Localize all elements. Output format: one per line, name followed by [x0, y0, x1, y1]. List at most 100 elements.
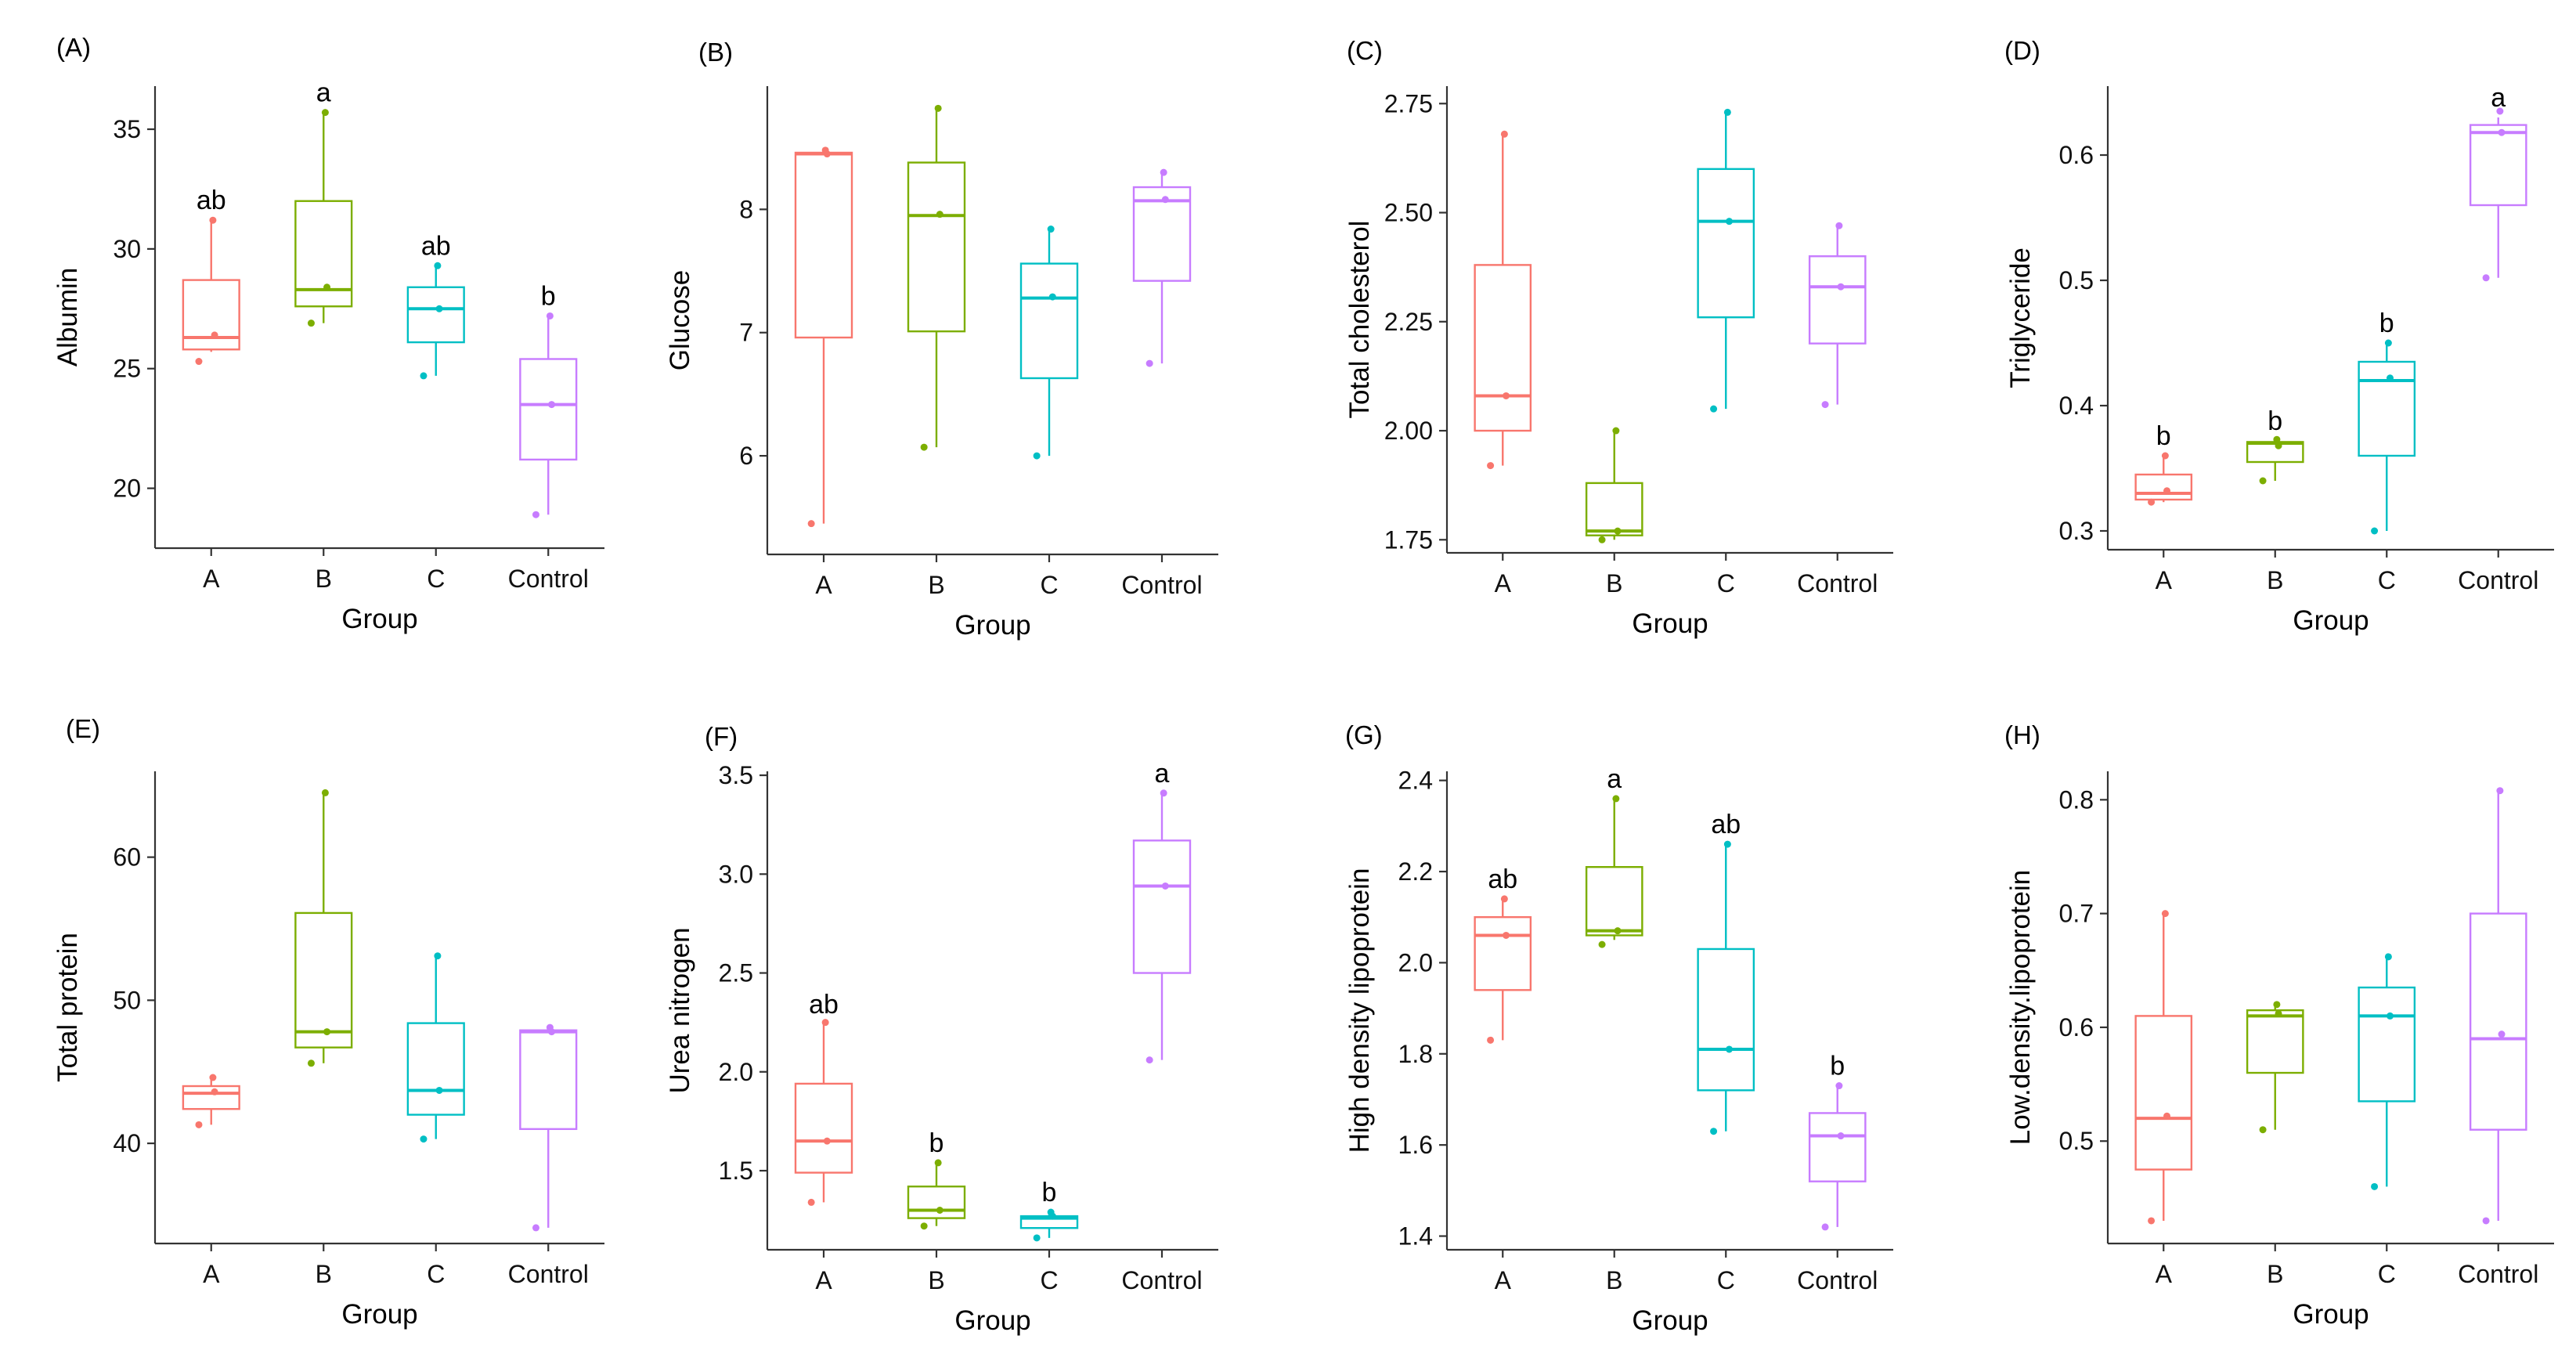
data-point	[1033, 1234, 1041, 1242]
box-control: a	[2469, 83, 2527, 282]
data-point	[1726, 218, 1734, 226]
y-tick-label: 0.3	[2059, 517, 2094, 545]
data-point	[821, 1019, 829, 1027]
x-tick-label-control: Control	[2458, 1260, 2538, 1288]
x-tick-label-a: A	[203, 1260, 220, 1288]
data-point	[920, 1222, 928, 1230]
x-tick-label-b: B	[316, 565, 332, 593]
data-point	[1821, 1223, 1829, 1231]
panel-a: (A) 20 25 30 35 A B C Control Group Albumin ab a ab b	[52, 33, 604, 634]
y-axis-title: Albumin	[52, 268, 83, 366]
data-point	[2371, 527, 2379, 535]
x-tick-label-control: Control	[1797, 569, 1878, 597]
data-point	[2496, 107, 2504, 115]
data-point	[2387, 374, 2394, 382]
y-tick-label: 2.75	[1384, 89, 1433, 117]
panel-label: (C)	[1347, 36, 1383, 65]
box-c	[2358, 953, 2416, 1190]
y-tick-label: 3.0	[719, 860, 753, 888]
panel-c: (C) 1.75 2.00 2.25 2.50 2.75 A B C Control Group To…	[1344, 36, 1893, 639]
panel-d: (D) 0.3 0.4 0.5 0.6 A B C Control Group Triglyceri…	[2004, 36, 2554, 636]
x-tick-label-c: C	[1040, 571, 1058, 599]
data-point	[807, 1198, 815, 1206]
data-point	[936, 211, 943, 218]
x-tick-label-c: C	[427, 1260, 445, 1288]
box-body	[907, 1186, 966, 1219]
data-point	[1710, 405, 1718, 413]
box-body	[2358, 986, 2416, 1103]
box-body	[1019, 262, 1079, 380]
panel-label: (H)	[2004, 720, 2040, 749]
box-body	[1585, 482, 1643, 536]
panel-g: (G) 1.4 1.6 1.8 2.0 2.2 2.4 A B C Control Group High…	[1344, 720, 1893, 1336]
x-tick-label-a: A	[1495, 569, 1512, 597]
box-b	[1585, 427, 1643, 543]
box-body	[1697, 168, 1755, 319]
box-body	[1132, 839, 1192, 974]
panel-e: (E) 40 50 60 A B C Control Group Total protein	[52, 714, 604, 1330]
x-tick-label-c: C	[2378, 1260, 2396, 1288]
panel-h: (H) 0.5 0.6 0.7 0.8 A B C Control Group Low.densit…	[2004, 720, 2554, 1330]
data-point	[307, 1059, 315, 1067]
box-c: b	[1019, 1178, 1079, 1242]
box-control	[1808, 222, 1867, 409]
data-point	[435, 305, 443, 312]
data-point	[2161, 910, 2169, 918]
significance-label: ab	[1488, 865, 1517, 894]
box-body	[294, 911, 353, 1049]
y-tick-label: 0.4	[2059, 392, 2094, 420]
data-point	[2482, 274, 2490, 282]
y-tick-label: 0.6	[2059, 1013, 2094, 1041]
box-body	[2358, 360, 2416, 457]
x-axis-title: Group	[2293, 1299, 2369, 1330]
box-b	[907, 104, 966, 451]
y-axis-title: High density lipoprotein	[1344, 868, 1375, 1153]
y-tick-label: 0.6	[2059, 141, 2094, 169]
x-tick-label-control: Control	[2458, 566, 2538, 594]
x-tick-label-b: B	[928, 1266, 944, 1294]
x-axis-title: Group	[341, 604, 417, 634]
x-axis-title: Group	[2293, 605, 2369, 636]
y-tick-label: 0.5	[2059, 266, 2094, 294]
data-point	[2259, 1126, 2267, 1134]
y-tick-label: 25	[113, 355, 141, 383]
y-tick-label: 2.00	[1384, 417, 1433, 445]
data-point	[1145, 359, 1153, 367]
y-tick-label: 60	[113, 843, 141, 872]
y-axis-title: Low.density.lipoprotein	[2005, 870, 2036, 1146]
data-point	[1047, 1208, 1055, 1216]
x-tick-label-c: C	[427, 565, 445, 593]
data-point	[434, 952, 442, 960]
box-body	[2246, 1009, 2304, 1074]
data-point	[2371, 1182, 2379, 1190]
data-point	[2384, 953, 2392, 961]
data-point	[321, 109, 329, 117]
x-tick-label-a: A	[1495, 1266, 1512, 1294]
box-c	[1019, 226, 1079, 460]
significance-label: b	[2268, 406, 2282, 436]
data-point	[936, 1207, 943, 1215]
data-point	[321, 789, 329, 796]
y-tick-label: 3.5	[719, 761, 753, 789]
significance-label: b	[2379, 309, 2394, 338]
data-point	[323, 1028, 331, 1036]
y-tick-label: 1.8	[1398, 1040, 1433, 1068]
data-point	[1145, 1056, 1153, 1064]
x-tick-label-c: C	[2378, 566, 2396, 594]
data-point	[211, 331, 218, 339]
box-body	[406, 1022, 465, 1116]
data-point	[2275, 442, 2282, 449]
x-tick-label-b: B	[316, 1260, 332, 1288]
data-point	[434, 262, 442, 269]
box-a: ab	[182, 186, 240, 366]
data-point	[1503, 931, 1510, 939]
significance-label: a	[316, 78, 331, 108]
data-point	[1500, 130, 1508, 138]
y-tick-label: 30	[113, 235, 141, 263]
data-point	[1723, 840, 1731, 848]
x-axis-title: Group	[954, 610, 1030, 641]
box-c	[1697, 108, 1755, 413]
panel-label: (D)	[2004, 36, 2040, 65]
data-point	[934, 1159, 942, 1167]
box-c: ab	[406, 231, 465, 380]
